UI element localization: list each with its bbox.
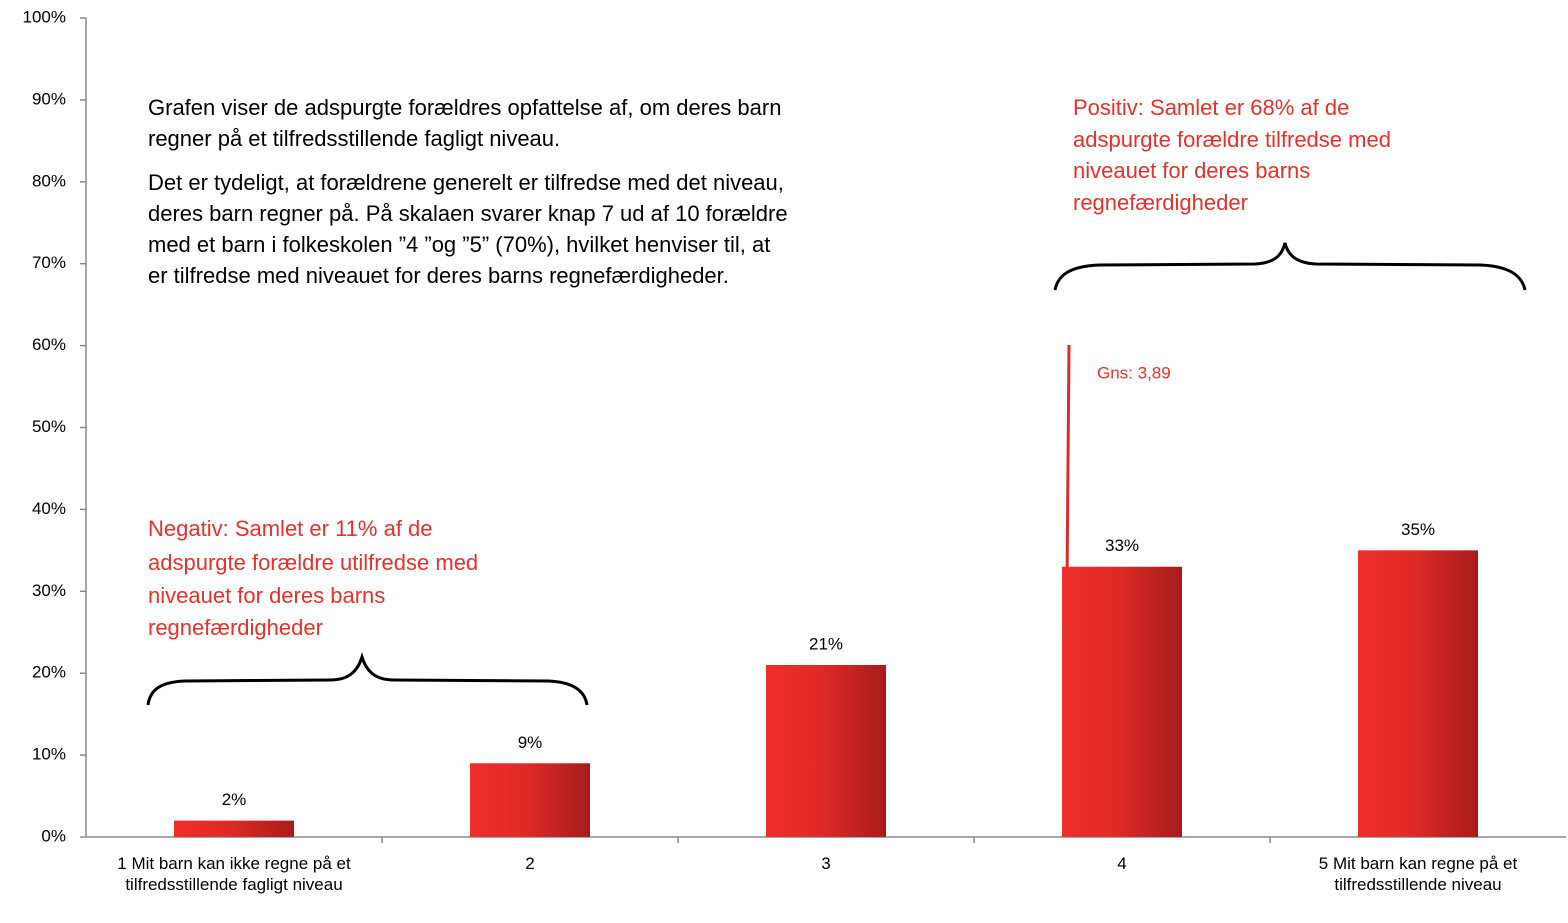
data-label: 35% xyxy=(1401,520,1435,539)
x-tick-label: 3 xyxy=(681,853,971,874)
x-tick-label: 5 Mit barn kan regne på et tilfredsstill… xyxy=(1273,853,1563,895)
x-tick-label: 1 Mit barn kan ikke regne på et tilfreds… xyxy=(89,853,379,895)
bar xyxy=(1358,550,1478,837)
annotation-line: med et barn i folkeskolen ”4 ”og ”5” (70… xyxy=(148,232,770,257)
data-label: 2% xyxy=(222,790,247,809)
y-tick-label: 70% xyxy=(32,253,66,272)
data-label: 9% xyxy=(518,733,543,752)
chart-page: Gns: 3,89 0% 10% 20% 30% 40% 50% 60% 70% 80% 90% 1… xyxy=(0,0,1568,923)
y-tick-label: 20% xyxy=(32,663,66,682)
bar xyxy=(766,665,886,837)
x-tick-label: 4 xyxy=(977,853,1267,874)
brace xyxy=(148,657,587,705)
annotation-line: regnefærdigheder xyxy=(1073,190,1248,215)
annotation-line: Grafen viser de adspurgte forældres opfa… xyxy=(148,95,781,120)
annotation-line: deres barn regner på. På skalaen svarer … xyxy=(148,201,788,226)
annotation-line: niveauet for deres barns xyxy=(148,583,385,608)
brace xyxy=(1055,243,1525,290)
annotation-line: er tilfredse med niveauet for deres barn… xyxy=(148,263,729,288)
y-tick-label: 100% xyxy=(23,7,66,26)
data-label: 33% xyxy=(1105,536,1139,555)
y-tick-label: 30% xyxy=(32,581,66,600)
mean-label: Gns: 3,89 xyxy=(1097,363,1171,382)
bar xyxy=(1062,567,1182,837)
annotation-line: regnefærdigheder xyxy=(148,615,323,640)
annotation-line: Negativ: Samlet er 11% af de xyxy=(148,516,433,541)
y-tick-label: 90% xyxy=(32,89,66,108)
annotation-line: niveauet for deres barns xyxy=(1073,158,1310,183)
y-tick-label: 60% xyxy=(32,335,66,354)
y-tick-label: 80% xyxy=(32,171,66,190)
bar xyxy=(470,763,590,837)
x-tick-label: 2 xyxy=(385,853,675,874)
annotation-line: adspurgte forældre tilfredse med xyxy=(1073,127,1391,152)
annotation-line: adspurgte forældre utilfredse med xyxy=(148,550,478,575)
chart: Gns: 3,89 0% 10% 20% 30% 40% 50% 60% 70% 80% 90% 1… xyxy=(0,0,1568,923)
annotation-line: Det er tydeligt, at forældrene generelt … xyxy=(148,170,784,195)
y-tick-label: 50% xyxy=(32,417,66,436)
annotation-line: regner på et tilfredsstillende fagligt n… xyxy=(148,126,560,151)
y-tick-label: 0% xyxy=(41,826,66,845)
y-tick-label: 10% xyxy=(32,745,66,764)
y-tick-label: 40% xyxy=(32,499,66,518)
bar xyxy=(174,821,294,837)
data-label: 21% xyxy=(809,634,843,653)
annotation-line: Positiv: Samlet er 68% af de xyxy=(1073,95,1349,120)
